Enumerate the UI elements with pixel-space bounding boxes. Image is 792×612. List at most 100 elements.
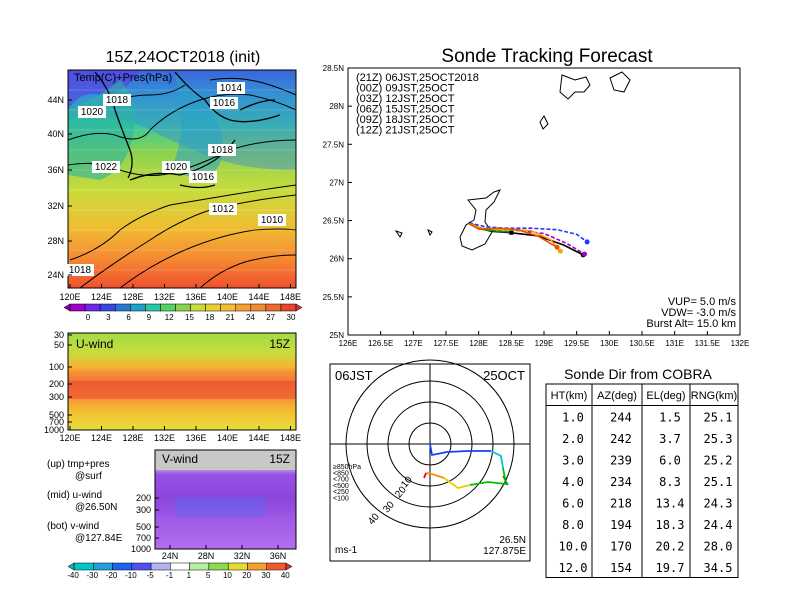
track-y-tick: 28.5N	[323, 64, 345, 73]
colorbar-label: 6	[126, 313, 131, 322]
polar-level-legend: <850	[333, 470, 349, 477]
u-wind-lon-tick: 136E	[185, 433, 206, 443]
wind-colorbar-label: -30	[87, 571, 99, 580]
colorbar-swatch	[280, 303, 297, 312]
wind-colorbar-swatch	[93, 562, 113, 571]
polar-wind-trace	[425, 472, 445, 479]
table-cell: 239	[610, 454, 632, 468]
colorbar-swatch	[175, 303, 191, 312]
track-legend-entry: (09Z) 18JST,25OCT	[356, 114, 455, 126]
polar-level-legend: <100	[333, 496, 349, 503]
track-y-tick: 25N	[329, 331, 344, 340]
polar-wind-trace	[490, 450, 504, 469]
wind-colorbar-swatch	[208, 562, 229, 571]
table-header-cell: RNG(km)	[691, 390, 737, 402]
colorbar-label: 24	[246, 313, 255, 322]
table-cell: 25.2	[704, 454, 733, 468]
wind-colorbar-swatch	[247, 562, 267, 571]
table-cell: 4.0	[562, 475, 584, 489]
u-wind-level-tick: 200	[49, 379, 64, 389]
table-cell: 19.7	[656, 561, 685, 575]
isobar-label: 1016	[213, 98, 236, 109]
panel-legend-line1: (bot) v-wind	[47, 521, 99, 532]
u-wind-lon-tick: 140E	[217, 433, 238, 443]
wind-colorbar-swatch	[112, 562, 133, 571]
isobar-label-bg	[210, 97, 238, 109]
v-wind-level-tick: 1000	[131, 544, 151, 554]
u-wind-level-tick: 1000	[44, 425, 64, 435]
colorbar-label: 18	[205, 313, 214, 322]
sonde-table: Sonde Dir from COBRA HT(km) AZ(deg) EL(deg…	[545, 366, 739, 578]
u-wind-lon-tick: 124E	[91, 433, 112, 443]
left-panel-title: 15Z,24OCT2018 (init)	[106, 49, 261, 66]
track-info-line: VUP= 5.0 m/s	[668, 296, 737, 308]
wind-colorbar-label: 30	[262, 571, 271, 580]
track-info-line: VDW= -3.0 m/s	[661, 307, 736, 319]
wind-colorbar: -40 -30 -20 -10 -5 -1 1 5 10 20 30 40	[67, 562, 293, 580]
v-wind-time: 15Z	[269, 452, 290, 466]
wind-colorbar-arrow-left	[67, 562, 75, 571]
polar-location-lat: 26.5N	[499, 535, 526, 546]
wind-colorbar-swatch	[170, 562, 190, 571]
polar-wind-trace	[429, 443, 491, 457]
v-wind-lat-tick: 36N	[270, 551, 287, 561]
map-lat-tick: 36N	[47, 165, 64, 175]
v-wind-lat-tick: 28N	[198, 551, 215, 561]
isobar-label-bg	[66, 264, 94, 276]
u-wind-level-tick: 50	[54, 340, 64, 350]
isobar-label-bg	[78, 106, 106, 118]
table-cell: 6.0	[562, 497, 584, 511]
track-x-tick: 127.5E	[433, 339, 458, 348]
colorbar-label: 15	[185, 313, 194, 322]
polar-level-legend: <250	[333, 489, 349, 496]
table-cell: 24.4	[704, 518, 733, 532]
polar-plot: 06JST 25OCT 26.5N 127.875E ms-1 10203040…	[329, 359, 531, 562]
isobar-label: 1018	[211, 145, 234, 156]
polar-level-legend: <700	[333, 477, 349, 484]
u-wind-level-tick: 500	[49, 410, 64, 420]
isobar-label-bg	[258, 214, 286, 226]
table-cell: 3.0	[562, 454, 584, 468]
u-wind-level-tick: 30	[54, 330, 64, 340]
isobar-label: 1020	[81, 107, 104, 118]
polar-unit: ms-1	[335, 545, 358, 556]
wind-colorbar-label: -20	[106, 571, 118, 580]
isobar-label-bg	[217, 82, 245, 94]
track-legend-entry: (21Z) 06JST,25OCT2018	[356, 72, 479, 84]
track-legend-entry: (00Z) 09JST,25OCT	[356, 83, 455, 95]
wind-colorbar-swatch	[227, 562, 248, 571]
track-x-tick: 130E	[600, 339, 619, 348]
wind-colorbar-label: 10	[223, 571, 232, 580]
track-end-point	[557, 248, 563, 254]
track-end-point	[582, 251, 588, 257]
track-end-point	[584, 239, 590, 245]
table-cell: 10.0	[559, 540, 588, 554]
table-header-cell: EL(deg)	[646, 390, 685, 402]
track-legend-entry: (12Z) 21JST,25OCT	[356, 125, 455, 137]
track-series-line	[468, 222, 558, 248]
colorbar-swatch	[84, 303, 101, 312]
table-cell: 218	[610, 497, 632, 511]
panel-legend-line1: (mid) u-wind	[47, 490, 102, 501]
wind-colorbar-label: 40	[281, 571, 290, 580]
polar-location-lon: 127.875E	[483, 546, 526, 557]
u-wind-level-tick: 100	[49, 362, 64, 372]
colorbar-label: 0	[86, 313, 91, 322]
colorbar-label: 3	[106, 313, 111, 322]
track-x-tick: 130.5E	[629, 339, 654, 348]
isobar-label-bg	[208, 144, 236, 156]
isobar-label: 1018	[69, 265, 92, 276]
wind-colorbar-label: -10	[125, 571, 137, 580]
panel-legend: (up) tmp+pres@surf (mid) u-wind@26.50N (bo…	[47, 459, 123, 544]
track-y-tick: 26.5N	[323, 217, 345, 226]
map-variable-label: Temp(C)+Pres(hPa)	[74, 72, 172, 84]
table-header-cell: AZ(deg)	[597, 390, 637, 402]
track-x-tick: 131.5E	[695, 339, 720, 348]
isobar-label-bg	[103, 94, 131, 106]
track-x-tick: 131E	[665, 339, 684, 348]
isobar-label: 1022	[95, 162, 118, 173]
v-wind-title: V-wind	[162, 452, 198, 466]
colorbar-label: 9	[147, 313, 152, 322]
table-cell: 18.3	[656, 518, 685, 532]
